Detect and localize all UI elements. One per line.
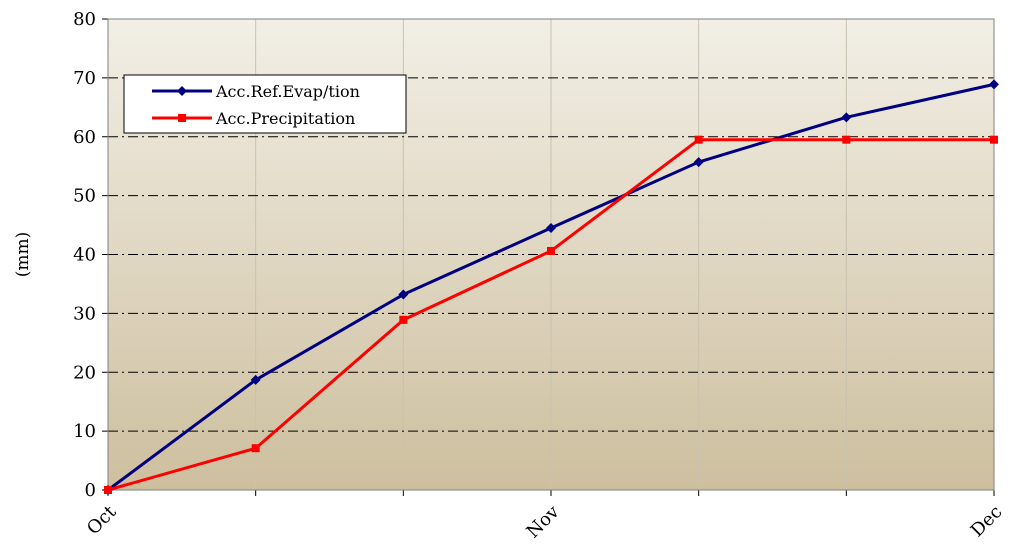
x-tick-labels: Oct Nov Dec (83, 501, 1007, 542)
y-tick-label: 50 (73, 186, 96, 207)
data-point-diamond (841, 112, 852, 123)
data-point-diamond (398, 289, 409, 300)
data-point-diamond (250, 374, 261, 385)
plot-frame (107, 18, 995, 491)
y-tick-labels: 0 10 20 30 40 50 60 70 80 (73, 9, 96, 501)
data-point-square (842, 135, 851, 144)
data-point-square (399, 315, 408, 324)
x-tick-label: Oct (83, 501, 121, 539)
series-layer (103, 79, 999, 495)
series-2 (104, 135, 998, 494)
legend-label: Acc.Precipitation (215, 109, 355, 128)
data-point-square (547, 246, 555, 255)
data-point-square (178, 114, 186, 122)
y-tick-label: 20 (73, 362, 96, 383)
data-point-square (104, 486, 112, 494)
data-point-diamond (546, 223, 556, 234)
legend: Acc.Ref.Evap/tion Acc.Precipitation (123, 74, 407, 134)
y-tick-label: 0 (85, 480, 96, 501)
y-tick-label: 70 (73, 68, 96, 89)
data-point-diamond (177, 86, 187, 96)
data-point-diamond (693, 157, 704, 168)
data-point-diamond (989, 79, 999, 90)
y-tick-label: 30 (73, 303, 96, 324)
y-tick-label: 40 (73, 245, 96, 266)
y-tick-label: 60 (73, 127, 96, 148)
data-point-square (990, 135, 998, 144)
series-1 (103, 79, 999, 495)
data-point-square (694, 135, 703, 144)
legend-label: Acc.Ref.Evap/tion (215, 82, 360, 101)
y-tick-label: 10 (73, 421, 96, 442)
y-axis-title: (mm) (13, 232, 33, 278)
y-tick-label: 80 (73, 9, 96, 30)
data-point-square (251, 444, 260, 453)
legend-box (123, 74, 407, 134)
x-tick-label: Dec (967, 502, 1007, 542)
x-tick-label: Nov (523, 501, 564, 542)
